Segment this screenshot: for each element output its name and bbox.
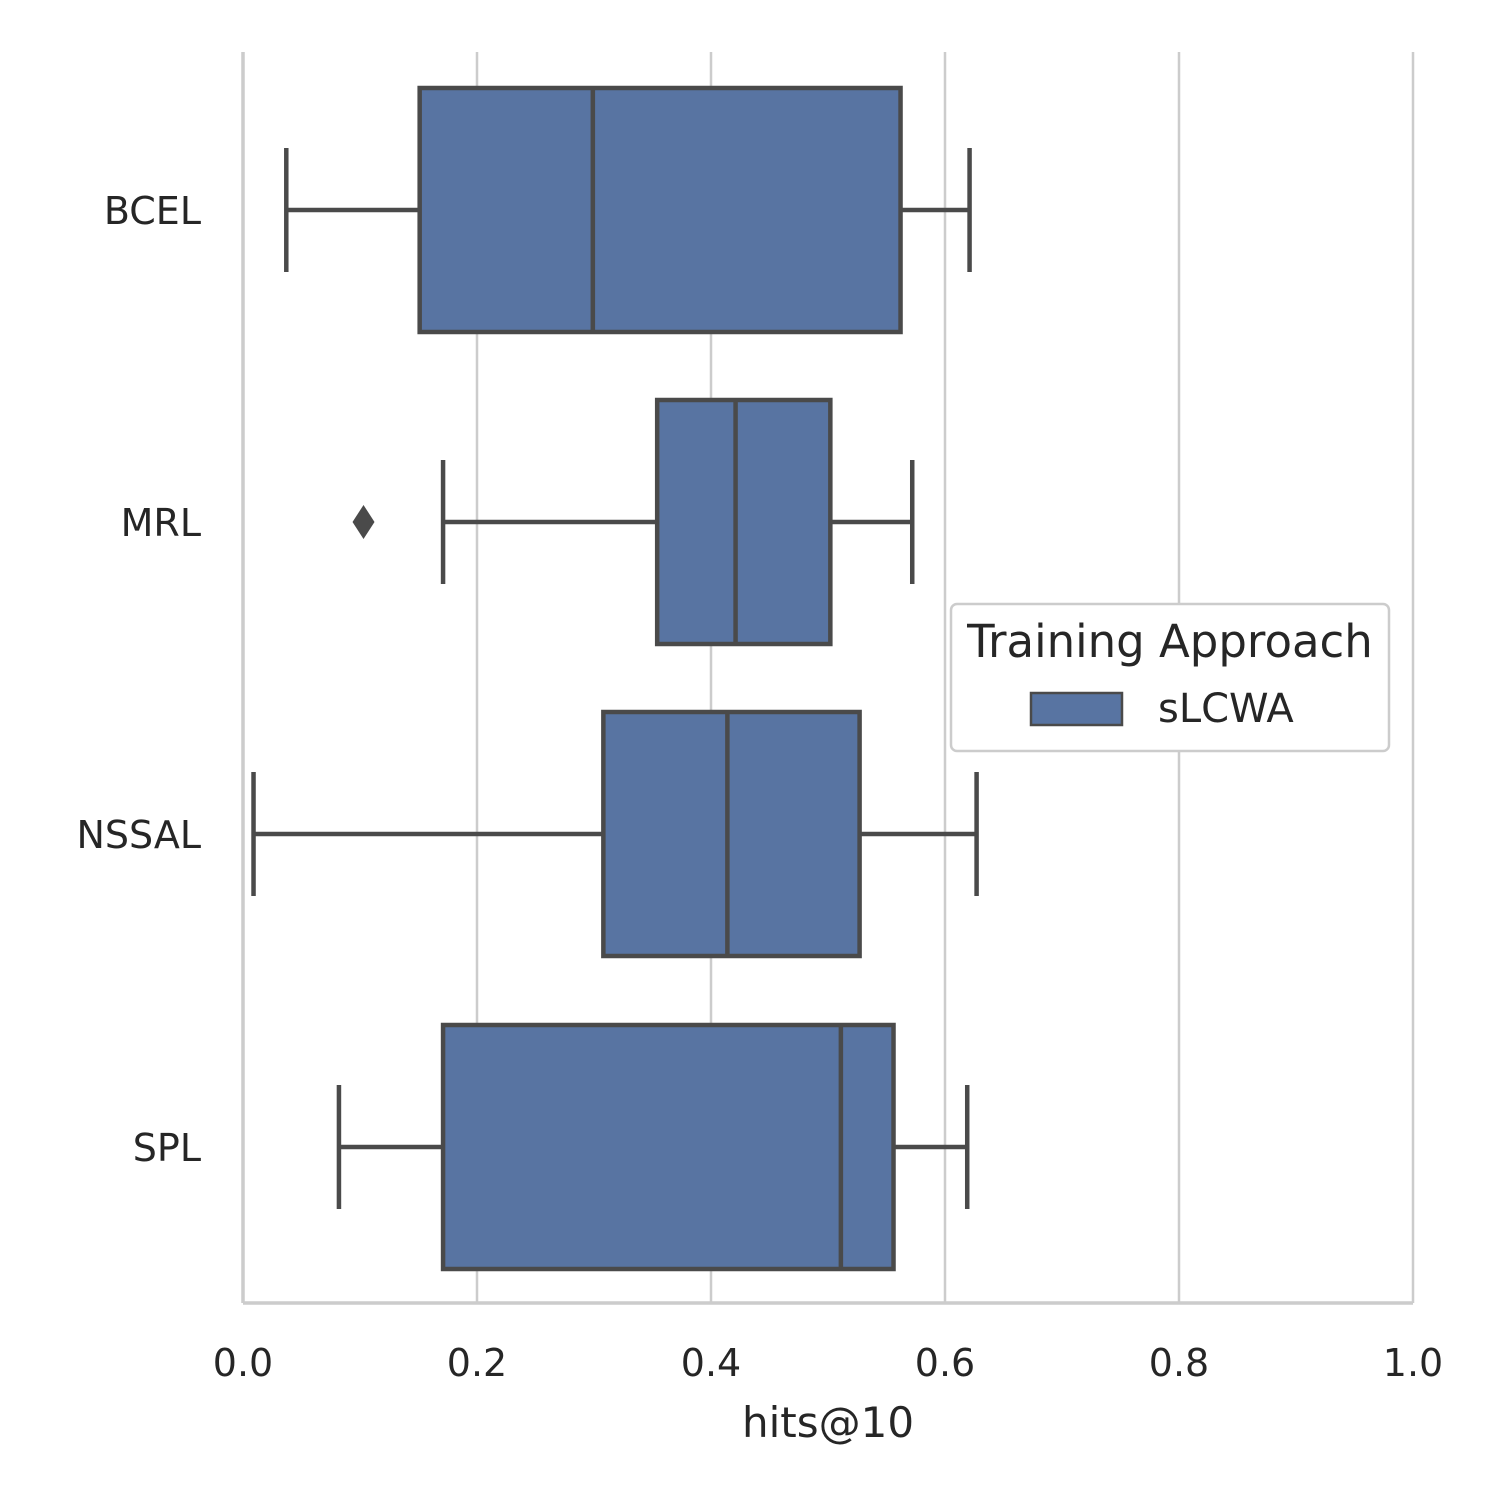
y-tick-label-nssal: NSSAL <box>76 813 201 857</box>
x-tick-label-5: 1.0 <box>1383 1341 1443 1385</box>
legend: Training Approach sLCWA <box>949 602 1391 753</box>
box-group-nssal <box>251 709 979 959</box>
x-tick-label-4: 0.8 <box>1149 1341 1209 1385</box>
y-tick-label-bcel: BCEL <box>104 189 201 233</box>
x-tick-label-2: 0.4 <box>681 1341 741 1385</box>
x-tick-label-1: 0.2 <box>447 1341 507 1385</box>
box-mrl <box>654 397 833 647</box>
box-group-bcel <box>284 85 972 335</box>
box-group-spl <box>336 1022 970 1272</box>
outlier-mrl-0 <box>352 505 375 539</box>
legend-swatch <box>1029 691 1124 727</box>
x-axis-title: hits@10 <box>742 1398 914 1447</box>
legend-title: Training Approach <box>966 615 1373 668</box>
x-tick-label-3: 0.6 <box>915 1341 975 1385</box>
boxes-layer <box>251 85 979 1272</box>
y-tick-label-spl: SPL <box>133 1126 201 1170</box>
box-nssal <box>601 709 862 959</box>
box-bcel <box>417 85 903 335</box>
box-group-mrl <box>352 397 915 647</box>
tick-labels: 0.0 0.2 0.4 0.6 0.8 1.0 BCEL MRL NSSAL SPL <box>76 189 1443 1385</box>
y-tick-label-mrl: MRL <box>121 501 201 545</box>
box-spl <box>440 1022 896 1272</box>
axis-spines <box>241 52 1413 1305</box>
legend-label-slcwa: sLCWA <box>1158 686 1294 732</box>
x-tick-label-0: 0.0 <box>213 1341 273 1385</box>
